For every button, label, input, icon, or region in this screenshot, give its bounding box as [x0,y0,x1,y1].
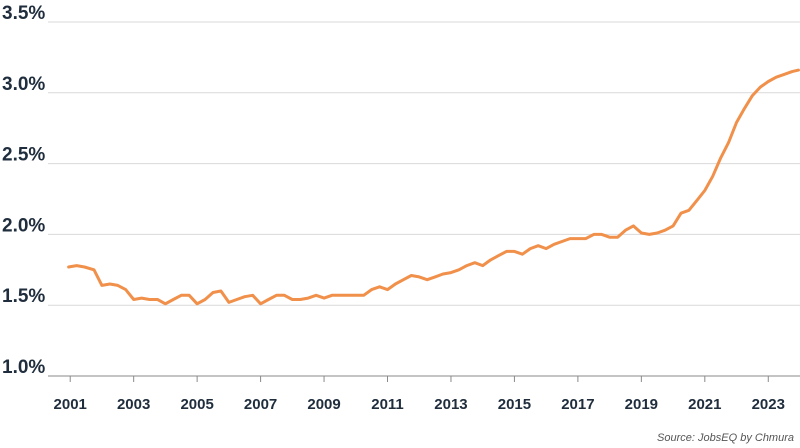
x-tick-label: 2023 [752,396,785,413]
y-axis-tick-labels: 3.5% 3.0% 2.5% 2.0% 1.5% 1.0% [2,3,45,378]
y-tick-label: 3.5% [2,3,45,24]
x-tick-label: 2009 [307,396,340,413]
x-tick-label: 2017 [561,396,594,413]
x-tick-label: 2011 [371,396,404,413]
y-tick-label: 1.5% [2,286,45,307]
y-tick-label: 3.0% [2,74,45,95]
y-tick-label: 1.0% [2,357,45,378]
x-axis-tick-labels: 2001 2003 2005 2007 2009 2011 2013 2015 2017 2019… [54,396,785,413]
y-tick-label: 2.0% [2,215,45,236]
x-tick-label: 2015 [498,396,531,413]
x-tick-label: 2003 [117,396,150,413]
gridlines [48,21,800,306]
y-tick-label: 2.5% [2,145,45,166]
x-tick-label: 2021 [688,396,721,413]
x-axis [48,375,800,382]
x-tick-label: 2001 [54,396,87,413]
x-tick-label: 2005 [180,396,213,413]
x-tick-label: 2019 [625,396,658,413]
x-tick-label: 2007 [244,396,277,413]
x-tick-label: 2013 [434,396,467,413]
series-line [67,68,800,306]
source-note: Source: JobsEQ by Chmura [657,432,794,444]
